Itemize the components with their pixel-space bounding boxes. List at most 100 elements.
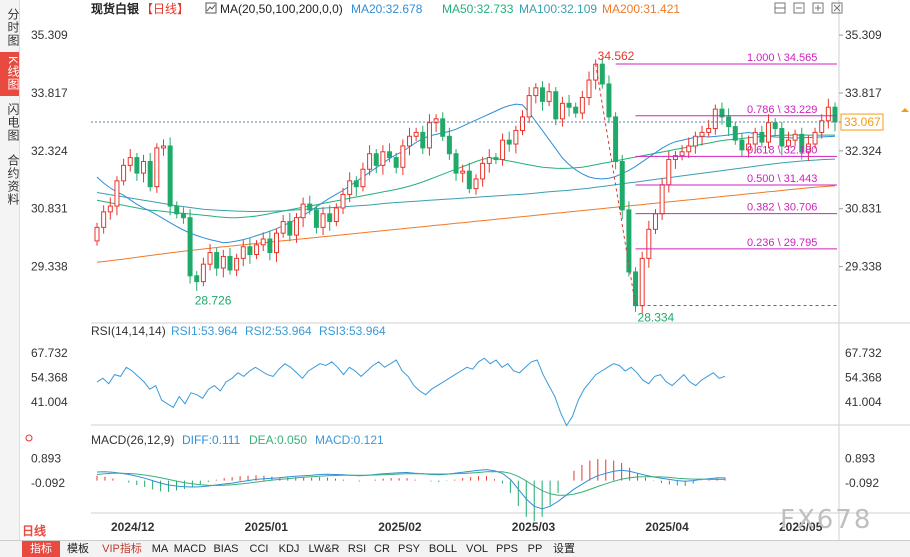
candle-body: [274, 232, 280, 254]
candle-body: [267, 238, 273, 254]
candle-body: [752, 131, 758, 145]
y-tick-label: 32.324: [845, 144, 882, 158]
candle-body: [254, 244, 260, 255]
toolbar-tab[interactable]: KDJ: [278, 543, 300, 555]
toolbar-tab[interactable]: PSY: [397, 543, 420, 555]
candle-body: [453, 153, 459, 174]
rsi3-value: RSI3:53.964: [319, 324, 386, 338]
macd-diff-line: [96, 469, 725, 510]
candle-body: [573, 106, 579, 114]
candle-body: [393, 157, 399, 168]
candle-body: [712, 108, 718, 130]
ma100-line: [96, 158, 836, 212]
rsi-line: [96, 357, 726, 427]
toolbar-tab[interactable]: BOLL: [428, 543, 458, 555]
candle-body: [785, 139, 791, 147]
toolbar-tab[interactable]: CCI: [249, 543, 269, 555]
sun-icon[interactable]: [25, 434, 33, 442]
current-price-box: [840, 113, 884, 131]
current-price-label: 33.067: [844, 115, 881, 129]
prior-low-label: 28.726: [195, 293, 232, 307]
x-tick-label: 2024/12: [111, 520, 155, 534]
candle-body: [147, 160, 153, 188]
candle-body: [220, 255, 226, 269]
x-tick-label: 2025/05: [779, 520, 823, 534]
candle-body: [426, 122, 432, 149]
candle-body: [101, 211, 107, 228]
fib-label: 0.382 \ 30.706: [747, 202, 817, 214]
left-nav: 分时图 K线图 闪电图 合约资料: [0, 0, 20, 540]
candle-body: [546, 91, 552, 102]
nav-tab-kline[interactable]: K线图: [0, 52, 20, 96]
rsi-tick-label-left: 54.368: [31, 371, 68, 385]
candle-body: [692, 135, 698, 147]
rsi-panel: 67.732 67.732 54.368 54.368 41.004 41.004: [31, 346, 882, 427]
x-tick-label: 2025/04: [645, 520, 689, 534]
ma50-path: [96, 134, 835, 219]
candle-body: [480, 162, 486, 180]
candle-body: [280, 221, 286, 234]
macd-tick-label-left: 0.893: [31, 452, 61, 466]
nav-tab-flash[interactable]: 闪电图: [6, 102, 20, 142]
macd-macd-value: MACD:0.121: [315, 433, 384, 447]
candle-body: [652, 213, 658, 230]
candle-body: [533, 87, 539, 97]
ma200-value: MA200:31.421: [602, 2, 680, 16]
price-chart[interactable]: 34.562 28.334 28.726 1.000 \ 34.565 0.786 \…: [19, 0, 910, 540]
close-icon[interactable]: [831, 2, 843, 14]
toolbar-tab[interactable]: 指标: [22, 541, 60, 557]
candle-body: [207, 252, 213, 265]
indicator-toggle-icon[interactable]: [205, 2, 217, 14]
candlesticks: 34.562 28.334 28.726: [94, 49, 838, 325]
candle-body: [187, 217, 193, 277]
candle-body: [759, 131, 765, 143]
toolbar-tab[interactable]: 模板: [67, 543, 89, 555]
candle-body: [287, 221, 293, 236]
rsi-tick-label: 54.368: [845, 371, 882, 385]
macd-label: MACD(26,12,9): [91, 433, 174, 447]
toolbar-tab[interactable]: LW&R: [308, 543, 340, 555]
toolbar-tab[interactable]: BIAS: [213, 543, 239, 555]
maximize-icon[interactable]: [812, 2, 824, 14]
ma200-line: [96, 185, 836, 263]
nav-tab-intraday[interactable]: 分时图: [6, 7, 20, 47]
candle-body: [619, 160, 625, 211]
ma20-path: [96, 103, 836, 244]
candle-body: [566, 102, 572, 108]
rsi-tick-label-left: 41.004: [31, 395, 68, 409]
candle-body: [240, 246, 246, 259]
candle-body: [539, 87, 545, 102]
candle-body: [313, 209, 319, 228]
toolbar-tab[interactable]: 设置: [553, 543, 575, 555]
toolbar-tab[interactable]: MA: [151, 543, 169, 555]
minimize-icon[interactable]: [793, 2, 805, 14]
period-button[interactable]: 日线: [22, 524, 47, 538]
candle-body: [360, 168, 366, 188]
candle-body: [579, 97, 585, 114]
toolbar-tab[interactable]: VOL: [465, 543, 488, 555]
toolbar-tab[interactable]: RSI: [347, 543, 367, 555]
candle-body: [327, 213, 333, 223]
candle-body: [227, 255, 233, 271]
rsi-label: RSI(14,14,14): [91, 324, 166, 338]
candle-body: [666, 159, 672, 186]
candle-body: [180, 213, 186, 219]
nav-tab-contract-info[interactable]: 合约资料: [6, 154, 20, 206]
toolbar-tab[interactable]: CR: [374, 543, 390, 555]
candle-body: [513, 129, 519, 145]
price-arrow-icon: [901, 108, 909, 113]
candle-body: [679, 151, 685, 157]
toolbar-tab[interactable]: VIP指标: [102, 543, 142, 555]
toolbar-tab[interactable]: PP: [527, 543, 543, 555]
close-icon-b: [833, 4, 841, 12]
x-tick-label: 2025/02: [378, 520, 422, 534]
indicator-toggle-glyph: [206, 4, 216, 12]
candle-body: [553, 91, 559, 120]
low-label: 28.334: [638, 311, 675, 325]
rsi-tick-label: 41.004: [845, 395, 882, 409]
toolbar-tab[interactable]: MACD: [173, 543, 207, 555]
ma200-path: [96, 185, 836, 263]
candle-body: [160, 145, 166, 149]
fibonacci-levels: 1.000 \ 34.565 0.786 \ 33.229 0.618 \ 32.1…: [615, 52, 837, 307]
toolbar-tab[interactable]: PPS: [495, 543, 518, 555]
